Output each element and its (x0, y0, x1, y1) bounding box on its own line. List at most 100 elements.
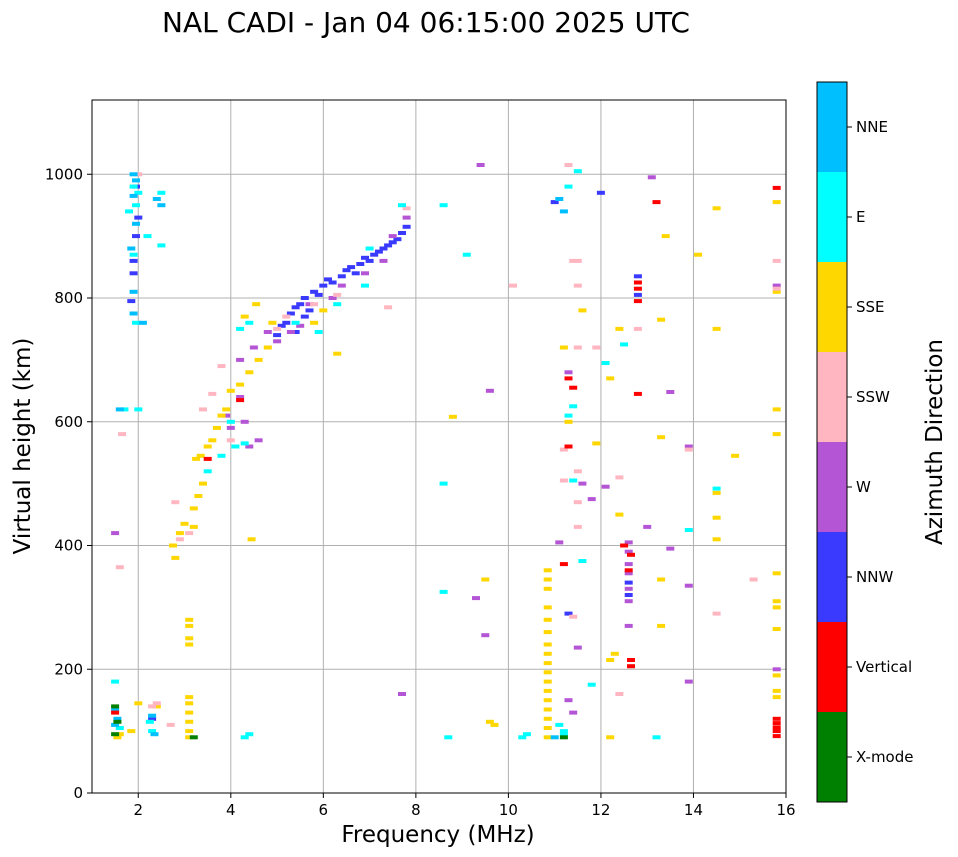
echo-point (208, 391, 217, 396)
echo-point (296, 302, 305, 307)
echo-point (342, 268, 351, 273)
echo-point (772, 734, 781, 739)
echo-point (615, 512, 624, 517)
echo-point (772, 721, 781, 726)
echo-point (245, 732, 254, 737)
echo-point (333, 302, 342, 307)
echo-point (180, 521, 189, 526)
echo-point (111, 732, 120, 737)
y-tick-label: 400 (54, 537, 83, 555)
echo-point (666, 546, 675, 551)
echo-point (319, 283, 328, 288)
echo-point (111, 704, 120, 709)
colorbar-swatch-nnw (817, 532, 847, 622)
echo-point (115, 565, 124, 570)
echo-point (772, 200, 781, 205)
echo-point (379, 258, 388, 263)
echo-point (310, 320, 319, 325)
echo-point (578, 559, 587, 563)
colorbar-swatch-x-mode (817, 712, 847, 802)
colorbar-swatch-vertical (817, 622, 847, 712)
echo-point (245, 444, 254, 449)
echo-point (152, 704, 161, 709)
echo-point (185, 710, 194, 715)
echo-point (627, 664, 635, 669)
echo-point (559, 447, 568, 452)
echo-point (127, 729, 136, 734)
echo-point (333, 292, 342, 297)
echo-point (647, 175, 656, 180)
echo-point (240, 314, 249, 319)
echo-point (559, 345, 568, 350)
echo-point (152, 197, 161, 201)
echo-point (171, 555, 180, 560)
echo-point (203, 469, 212, 474)
echo-point (134, 215, 143, 220)
echo-point (129, 184, 138, 189)
echo-point (564, 376, 573, 381)
echo-point (226, 425, 235, 430)
echo-point (150, 732, 159, 737)
echo-point (129, 271, 138, 276)
echo-point (573, 469, 582, 474)
echo-point (152, 701, 161, 706)
echo-point (592, 441, 601, 446)
plot-frame (91, 99, 787, 794)
echo-point (439, 481, 448, 486)
x-tick-label: 6 (319, 801, 329, 819)
echo-point (615, 692, 624, 696)
echo-point (485, 719, 494, 724)
echo-point (543, 605, 552, 610)
echo-point (592, 345, 601, 350)
echo-point (132, 178, 140, 183)
echo-point (627, 552, 635, 557)
echo-point (300, 296, 309, 300)
echo-point (194, 494, 203, 498)
echo-point (543, 586, 552, 591)
echo-point (236, 357, 245, 362)
echo-point (398, 231, 406, 235)
echo-point (157, 203, 166, 208)
x-axis-ticks: 2 4 6 8 10 12 14 16 (133, 793, 796, 819)
echo-point (772, 185, 781, 190)
echo-point (129, 172, 138, 177)
echo-point (543, 568, 552, 573)
echo-point (337, 274, 346, 279)
echo-point (657, 435, 666, 440)
echo-point (240, 419, 249, 424)
echo-point (134, 190, 143, 195)
echo-point (263, 330, 272, 334)
colorbar: X-mode Vertical NNW W SSW SSE E NNE (816, 81, 913, 803)
echo-point (652, 200, 661, 205)
x-tick-label: 14 (684, 801, 703, 819)
echo-point (485, 388, 494, 393)
echo-point (633, 274, 642, 279)
echo-point (113, 716, 122, 721)
echo-point (305, 308, 314, 313)
echo-point (113, 719, 122, 724)
echo-point (587, 497, 596, 502)
echo-point (171, 500, 180, 505)
echo-point (217, 413, 226, 418)
echo-point (569, 614, 578, 619)
echo-point (254, 438, 263, 443)
echo-point (282, 314, 291, 319)
echo-point (148, 716, 157, 721)
echo-point (543, 670, 552, 675)
echo-point (236, 398, 245, 403)
y-tick-label: 600 (54, 413, 83, 431)
echo-point (564, 444, 573, 449)
echo-point (129, 193, 138, 198)
grid-lines (92, 100, 787, 794)
echo-point (185, 719, 194, 724)
echo-point (772, 729, 781, 734)
echo-point (543, 679, 552, 684)
echo-point (356, 262, 365, 266)
echo-point (328, 296, 337, 300)
echo-point (472, 596, 480, 601)
x-tick-label: 8 (411, 801, 421, 819)
echo-point (240, 735, 249, 740)
series-vertical (111, 185, 781, 739)
echo-point (129, 258, 138, 263)
echo-point (192, 456, 201, 461)
